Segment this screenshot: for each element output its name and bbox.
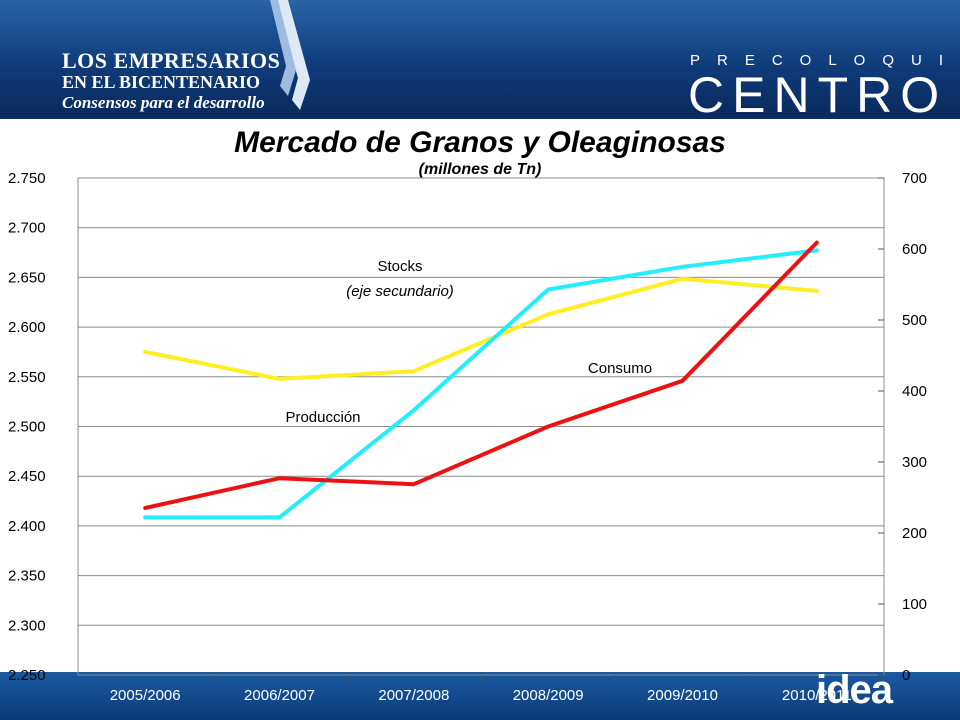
y-tick-label: 2.650 xyxy=(8,269,46,286)
idea-logo: idea xyxy=(816,668,893,712)
y-tick-label: 2.300 xyxy=(8,617,46,634)
chart-title: Mercado de Granos y Oleaginosas xyxy=(234,126,726,159)
y2-tick-label: 700 xyxy=(902,170,927,187)
annotation-consumo: Consumo xyxy=(588,360,652,377)
chart-subtitle: (millones de Tn) xyxy=(418,161,542,178)
series-line-consumo xyxy=(143,276,819,381)
y2-tick-label: 300 xyxy=(902,454,927,471)
y-tick-label: 2.400 xyxy=(8,518,46,535)
x-tick-label: 2007/2008 xyxy=(378,687,449,704)
y-tick-label: 2.350 xyxy=(8,568,46,585)
y-tick-label: 2.550 xyxy=(8,369,46,386)
series-line-produccin xyxy=(143,240,819,510)
brand-small-text: PRECOLOQUIO xyxy=(690,52,960,69)
y2-tick-label: 500 xyxy=(902,312,927,329)
annotation-stocks: Stocks xyxy=(377,258,422,275)
series-line-stocks xyxy=(143,248,819,520)
footer-bar xyxy=(0,672,960,720)
y2-tick-label: 100 xyxy=(902,596,927,613)
y-tick-label: 2.700 xyxy=(8,220,46,237)
logo-line-1: LOS EMPRESARIOS xyxy=(62,48,281,73)
y2-tick-label: 0 xyxy=(902,667,910,684)
x-tick-label: 2009/2010 xyxy=(647,687,718,704)
y2-tick-label: 400 xyxy=(902,383,927,400)
x-tick-label: 2008/2009 xyxy=(513,687,584,704)
annotation-produccin: Producción xyxy=(285,409,360,426)
y2-tick-label: 200 xyxy=(902,525,927,542)
annotation-stocks: (eje secundario) xyxy=(346,283,454,300)
y-tick-label: 2.450 xyxy=(8,468,46,485)
x-tick-label: 2006/2007 xyxy=(244,687,315,704)
header-banner xyxy=(0,0,960,118)
logo-line-2: EN EL BICENTENARIO xyxy=(62,72,261,92)
ribbon-logo-icon xyxy=(270,0,310,110)
y2-tick-label: 600 xyxy=(902,241,927,258)
header-divider xyxy=(0,116,960,119)
brand-large-text: CENTRO xyxy=(688,67,948,123)
y-tick-label: 2.500 xyxy=(8,419,46,436)
x-tick-label: 2005/2006 xyxy=(110,687,181,704)
y-tick-label: 2.600 xyxy=(8,319,46,336)
x-tick-label: 2010/2011 xyxy=(782,687,852,704)
y-tick-label: 2.250 xyxy=(8,667,46,684)
logo-empresarios: LOS EMPRESARIOS EN EL BICENTENARIO Conse… xyxy=(62,50,280,114)
logo-tagline: Consensos para el desarrollo xyxy=(62,93,265,112)
y-tick-label: 2.750 xyxy=(8,170,46,187)
